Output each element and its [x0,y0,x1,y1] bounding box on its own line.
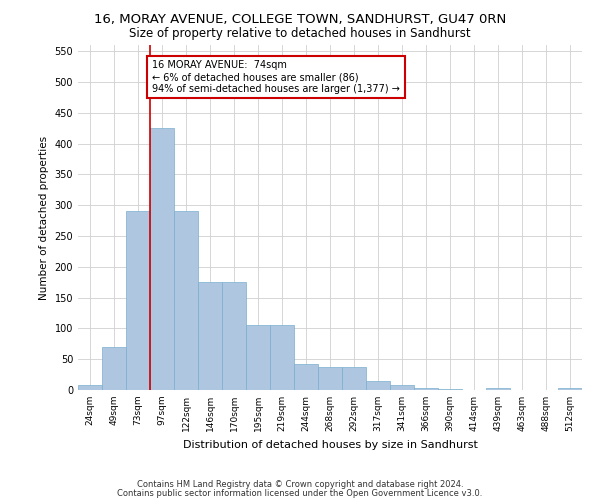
Text: Contains public sector information licensed under the Open Government Licence v3: Contains public sector information licen… [118,489,482,498]
Bar [199,282,221,390]
Bar [559,388,581,390]
Bar [319,366,341,390]
Bar [103,347,125,390]
Bar [223,282,245,390]
Bar [271,326,293,390]
X-axis label: Distribution of detached houses by size in Sandhurst: Distribution of detached houses by size … [182,440,478,450]
Bar [487,388,509,390]
Text: 16, MORAY AVENUE, COLLEGE TOWN, SANDHURST, GU47 0RN: 16, MORAY AVENUE, COLLEGE TOWN, SANDHURS… [94,12,506,26]
Text: Size of property relative to detached houses in Sandhurst: Size of property relative to detached ho… [129,28,471,40]
Text: 16 MORAY AVENUE:  74sqm
← 6% of detached houses are smaller (86)
94% of semi-det: 16 MORAY AVENUE: 74sqm ← 6% of detached … [152,60,400,94]
Y-axis label: Number of detached properties: Number of detached properties [39,136,49,300]
Bar [79,385,101,390]
Bar [295,364,317,390]
Bar [415,388,437,390]
Bar [367,381,389,390]
Text: Contains HM Land Registry data © Crown copyright and database right 2024.: Contains HM Land Registry data © Crown c… [137,480,463,489]
Bar [127,212,149,390]
Bar [175,212,197,390]
Bar [343,367,365,390]
Bar [151,128,173,390]
Bar [247,326,269,390]
Bar [391,385,413,390]
